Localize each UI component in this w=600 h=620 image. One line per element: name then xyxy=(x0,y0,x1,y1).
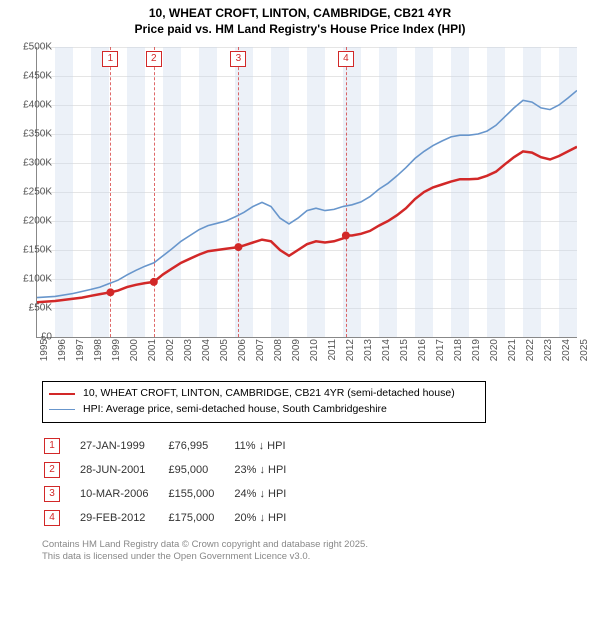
x-axis-label: 1999 xyxy=(111,339,122,361)
sale-number: 2 xyxy=(44,462,60,478)
footer-line2: This data is licensed under the Open Gov… xyxy=(42,551,600,563)
x-axis-label: 2014 xyxy=(381,339,392,361)
sale-dot xyxy=(234,243,242,251)
y-axis-label: £350K xyxy=(23,129,52,140)
chart-title: 10, WHEAT CROFT, LINTON, CAMBRIDGE, CB21… xyxy=(0,0,600,39)
x-axis-label: 2016 xyxy=(417,339,428,361)
x-axis-label: 2025 xyxy=(579,339,590,361)
sale-delta: 11% ↓ HPI xyxy=(234,435,304,457)
x-axis-label: 2015 xyxy=(399,339,410,361)
x-axis-label: 2005 xyxy=(219,339,230,361)
y-axis-label: £50K xyxy=(29,303,52,314)
footer-line1: Contains HM Land Registry data © Crown c… xyxy=(42,539,600,551)
sales-table: 1 27-JAN-1999£76,99511% ↓ HPI 2 28-JUN-2001… xyxy=(42,433,306,531)
y-axis-label: £450K xyxy=(23,71,52,82)
legend-item: HPI: Average price, semi-detached house,… xyxy=(49,402,479,418)
sale-date: 29-FEB-2012 xyxy=(80,507,166,529)
title-line2: Price paid vs. HM Land Registry's House … xyxy=(0,22,600,38)
sale-dot xyxy=(106,289,114,297)
x-axis-label: 2021 xyxy=(507,339,518,361)
sale-row: 3 10-MAR-2006£155,00024% ↓ HPI xyxy=(44,483,304,505)
y-axis-label: £300K xyxy=(23,158,52,169)
x-axis-label: 1996 xyxy=(57,339,68,361)
x-axis-label: 2000 xyxy=(129,339,140,361)
x-axis-label: 2012 xyxy=(345,339,356,361)
x-axis-label: 2011 xyxy=(327,339,338,361)
y-axis-label: £200K xyxy=(23,216,52,227)
legend-item: 10, WHEAT CROFT, LINTON, CAMBRIDGE, CB21… xyxy=(49,386,479,402)
sale-delta: 23% ↓ HPI xyxy=(234,459,304,481)
x-axis-label: 2019 xyxy=(471,339,482,361)
y-axis-label: £150K xyxy=(23,245,52,256)
sale-dot xyxy=(150,278,158,286)
x-axis-label: 2022 xyxy=(525,339,536,361)
legend-swatch xyxy=(49,393,75,395)
legend-swatch xyxy=(49,409,75,410)
sale-price: £95,000 xyxy=(168,459,232,481)
y-axis-label: £100K xyxy=(23,274,52,285)
sale-date: 27-JAN-1999 xyxy=(80,435,166,457)
x-axis-label: 2002 xyxy=(165,339,176,361)
legend-box: 10, WHEAT CROFT, LINTON, CAMBRIDGE, CB21… xyxy=(42,381,486,423)
chart-area: 1234 £0£50K£100K£150K£200K£250K£300K£350… xyxy=(36,39,596,379)
sale-number: 4 xyxy=(44,510,60,526)
x-axis-label: 2007 xyxy=(255,339,266,361)
sale-row: 1 27-JAN-1999£76,99511% ↓ HPI xyxy=(44,435,304,457)
x-axis-label: 1995 xyxy=(39,339,50,361)
legend-label: 10, WHEAT CROFT, LINTON, CAMBRIDGE, CB21… xyxy=(83,386,455,402)
x-axis-label: 2023 xyxy=(543,339,554,361)
series-price_paid xyxy=(37,147,577,302)
x-axis-label: 1997 xyxy=(75,339,86,361)
plot-region: 1234 xyxy=(36,47,577,338)
x-axis-label: 2020 xyxy=(489,339,500,361)
x-axis-label: 2004 xyxy=(201,339,212,361)
sale-date: 28-JUN-2001 xyxy=(80,459,166,481)
y-axis-label: £500K xyxy=(23,42,52,53)
x-axis-label: 2003 xyxy=(183,339,194,361)
sale-number: 1 xyxy=(44,438,60,454)
x-axis-label: 2013 xyxy=(363,339,374,361)
sale-price: £175,000 xyxy=(168,507,232,529)
y-axis-label: £400K xyxy=(23,100,52,111)
x-axis-label: 2001 xyxy=(147,339,158,361)
x-axis-label: 2018 xyxy=(453,339,464,361)
sale-delta: 20% ↓ HPI xyxy=(234,507,304,529)
series-hpi xyxy=(37,91,577,298)
chart-container: 10, WHEAT CROFT, LINTON, CAMBRIDGE, CB21… xyxy=(0,0,600,563)
x-axis-label: 1998 xyxy=(93,339,104,361)
sale-dot xyxy=(342,232,350,240)
x-axis-label: 2009 xyxy=(291,339,302,361)
sale-delta: 24% ↓ HPI xyxy=(234,483,304,505)
x-axis-label: 2010 xyxy=(309,339,320,361)
y-axis-label: £250K xyxy=(23,187,52,198)
sale-row: 2 28-JUN-2001£95,00023% ↓ HPI xyxy=(44,459,304,481)
sale-number: 3 xyxy=(44,486,60,502)
series-svg xyxy=(37,47,577,337)
x-axis-label: 2006 xyxy=(237,339,248,361)
sale-price: £155,000 xyxy=(168,483,232,505)
x-axis-label: 2008 xyxy=(273,339,284,361)
footer-attribution: Contains HM Land Registry data © Crown c… xyxy=(42,539,600,564)
sale-row: 4 29-FEB-2012£175,00020% ↓ HPI xyxy=(44,507,304,529)
x-axis-label: 2017 xyxy=(435,339,446,361)
legend-label: HPI: Average price, semi-detached house,… xyxy=(83,402,387,418)
x-axis-label: 2024 xyxy=(561,339,572,361)
sale-price: £76,995 xyxy=(168,435,232,457)
sale-date: 10-MAR-2006 xyxy=(80,483,166,505)
title-line1: 10, WHEAT CROFT, LINTON, CAMBRIDGE, CB21… xyxy=(0,6,600,22)
